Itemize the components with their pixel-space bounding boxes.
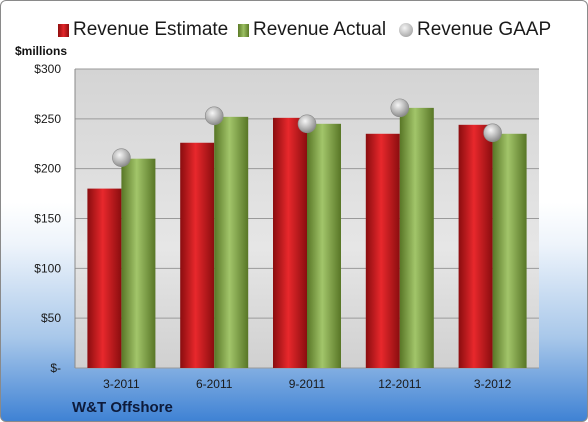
legend: Revenue Estimate Revenue Actual Revenue …: [1, 15, 587, 45]
bar-revenue-estimate: [180, 142, 215, 368]
legend-swatch-revenue-estimate: [58, 23, 69, 37]
x-tick-label: 3-2012: [474, 377, 512, 391]
legend-item-revenue-estimate: Revenue Estimate: [58, 15, 228, 45]
bars: [87, 107, 527, 369]
legend-label-revenue-actual: Revenue Actual: [253, 19, 387, 40]
bar-revenue-estimate: [273, 117, 307, 368]
x-tick-label: 12-2011: [378, 377, 421, 391]
y-tick-label: $150: [34, 212, 61, 226]
marker-revenue-gaap: [483, 123, 502, 143]
x-tick-label: 3-2011: [103, 377, 140, 391]
y-axis-unit-label: $millions: [15, 44, 68, 58]
bar-revenue-actual: [399, 107, 434, 369]
y-tick-label: $100: [34, 261, 61, 275]
marker-revenue-gaap: [204, 106, 224, 126]
gaap-markers: [112, 98, 502, 168]
y-tick-label: $50: [41, 311, 61, 325]
bar-revenue-estimate: [365, 133, 400, 368]
legend-marker-revenue-gaap: [399, 23, 413, 37]
legend-swatch-revenue-actual: [238, 23, 249, 37]
legend-item-revenue-actual: Revenue Actual: [238, 15, 386, 45]
legend-item-revenue-gaap: Revenue GAAP: [399, 15, 551, 45]
company-name: W&T Offshore: [72, 399, 173, 416]
legend-label-revenue-estimate: Revenue Estimate: [73, 19, 229, 40]
y-tick-label: $300: [34, 62, 61, 76]
bar-revenue-actual: [307, 123, 341, 368]
bar-revenue-estimate: [458, 124, 493, 369]
legend-label-revenue-gaap: Revenue GAAP: [417, 19, 552, 40]
marker-revenue-gaap: [297, 114, 317, 134]
y-tick-label: $-: [50, 361, 61, 375]
x-tick-label: 6-2011: [196, 377, 233, 391]
y-axis-ticks: $- $50 $100 $150 $200 $250 $300: [34, 62, 61, 375]
bar-revenue-actual: [492, 133, 527, 368]
x-tick-label: 9-2011: [289, 377, 326, 391]
bar-revenue-actual: [214, 116, 249, 368]
bar-revenue-estimate: [87, 188, 122, 368]
x-axis-ticks: 3-2011 6-2011 9-2011 12-2011 3-2012: [103, 377, 511, 391]
y-tick-label: $250: [34, 112, 61, 126]
marker-revenue-gaap: [390, 98, 410, 118]
marker-revenue-gaap: [112, 148, 131, 168]
bar-revenue-actual: [121, 158, 156, 368]
y-tick-label: $200: [34, 162, 61, 176]
